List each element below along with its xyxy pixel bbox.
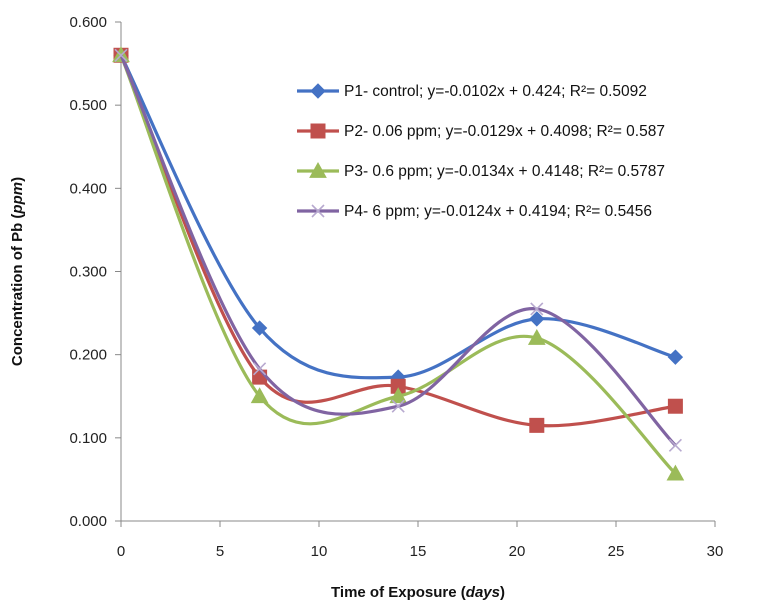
x-axis-title-end: ) [500,584,505,601]
marker-stroke [530,302,544,316]
y-tick-label: 0.500 [69,97,107,114]
data-point [529,311,545,327]
x-tick-label: 25 [608,543,625,560]
x-tick-labels: 0 5 10 15 20 25 30 [117,543,724,560]
x-tick-label: 0 [117,543,125,560]
legend-label: P4- 6 ppm; y=-0.0124x + 0.4194; R²= 0.54… [344,203,652,220]
series-line [119,54,677,447]
y-tick-labels: 0.000 0.100 0.200 0.300 0.400 0.500 0.600 [69,14,107,530]
legend-label: P3- 0.6 ppm; y=-0.0134x + 0.4148; R²= 0.… [344,163,665,180]
y-axis-title-end: ) [9,177,26,182]
x-axis-title-main: Time of Exposure ( [331,584,466,601]
y-tick-label: 0.400 [69,180,107,197]
series-line [119,54,676,380]
data-point [251,320,268,336]
y-tick-label: 0.100 [69,430,107,447]
x-tick-label: 20 [509,543,526,560]
x-axis-title: Time of Exposure (days) [331,584,505,601]
series-line [119,54,676,428]
x-tick-label: 5 [216,543,224,560]
data-point [527,329,546,345]
marker-stroke [311,204,325,218]
data-point [253,362,267,376]
legend-marker [310,83,326,99]
legend-marker [311,204,325,218]
data-point [667,349,684,365]
marker-stroke [668,438,682,452]
y-axis-title: Concentration of Pb (ppm) [9,177,26,366]
legend-item: P3- 0.6 ppm; y=-0.0134x + 0.4148; R²= 0.… [297,161,665,180]
marker-stroke [114,48,128,62]
data-point [114,48,128,62]
y-tick-label: 0.300 [69,264,107,281]
y-tick-label: 0.000 [69,513,107,530]
y-tick-label: 0.600 [69,14,107,31]
data-point [250,387,269,404]
x-tick-label: 30 [707,543,724,560]
data-point [389,387,408,404]
data-point [668,438,682,452]
data-point [391,399,405,413]
x-axis-title-unit: days [466,584,500,601]
x-tick-label: 10 [311,543,328,560]
legend-item: P2- 0.06 ppm; y=-0.0129x + 0.4098; R²= 0… [297,123,665,140]
legend: P1- control; y=-0.0102x + 0.424; R²= 0.5… [297,83,665,220]
data-point [530,302,544,316]
series-line [119,54,677,475]
data-point [529,417,545,433]
y-axis-title-main: Concentration of Pb ( [9,214,26,367]
series-layer [112,46,685,481]
y-tick-marks [115,21,716,527]
y-axis-title-unit: ppm [9,182,26,215]
x-tick-label: 15 [410,543,427,560]
legend-marker [310,123,326,139]
legend-item: P1- control; y=-0.0102x + 0.424; R²= 0.5… [297,83,647,100]
legend-item: P4- 6 ppm; y=-0.0124x + 0.4194; R²= 0.54… [297,203,652,220]
data-point [667,398,683,414]
marker-stroke [253,362,267,376]
marker-stroke [391,399,405,413]
legend-label: P1- control; y=-0.0102x + 0.424; R²= 0.5… [344,83,647,100]
series-4 [114,48,682,452]
legend-marker [309,161,327,178]
series-3 [112,46,685,481]
y-tick-label: 0.200 [69,347,107,364]
data-point [666,464,685,481]
legend-label: P2- 0.06 ppm; y=-0.0129x + 0.4098; R²= 0… [344,123,665,140]
